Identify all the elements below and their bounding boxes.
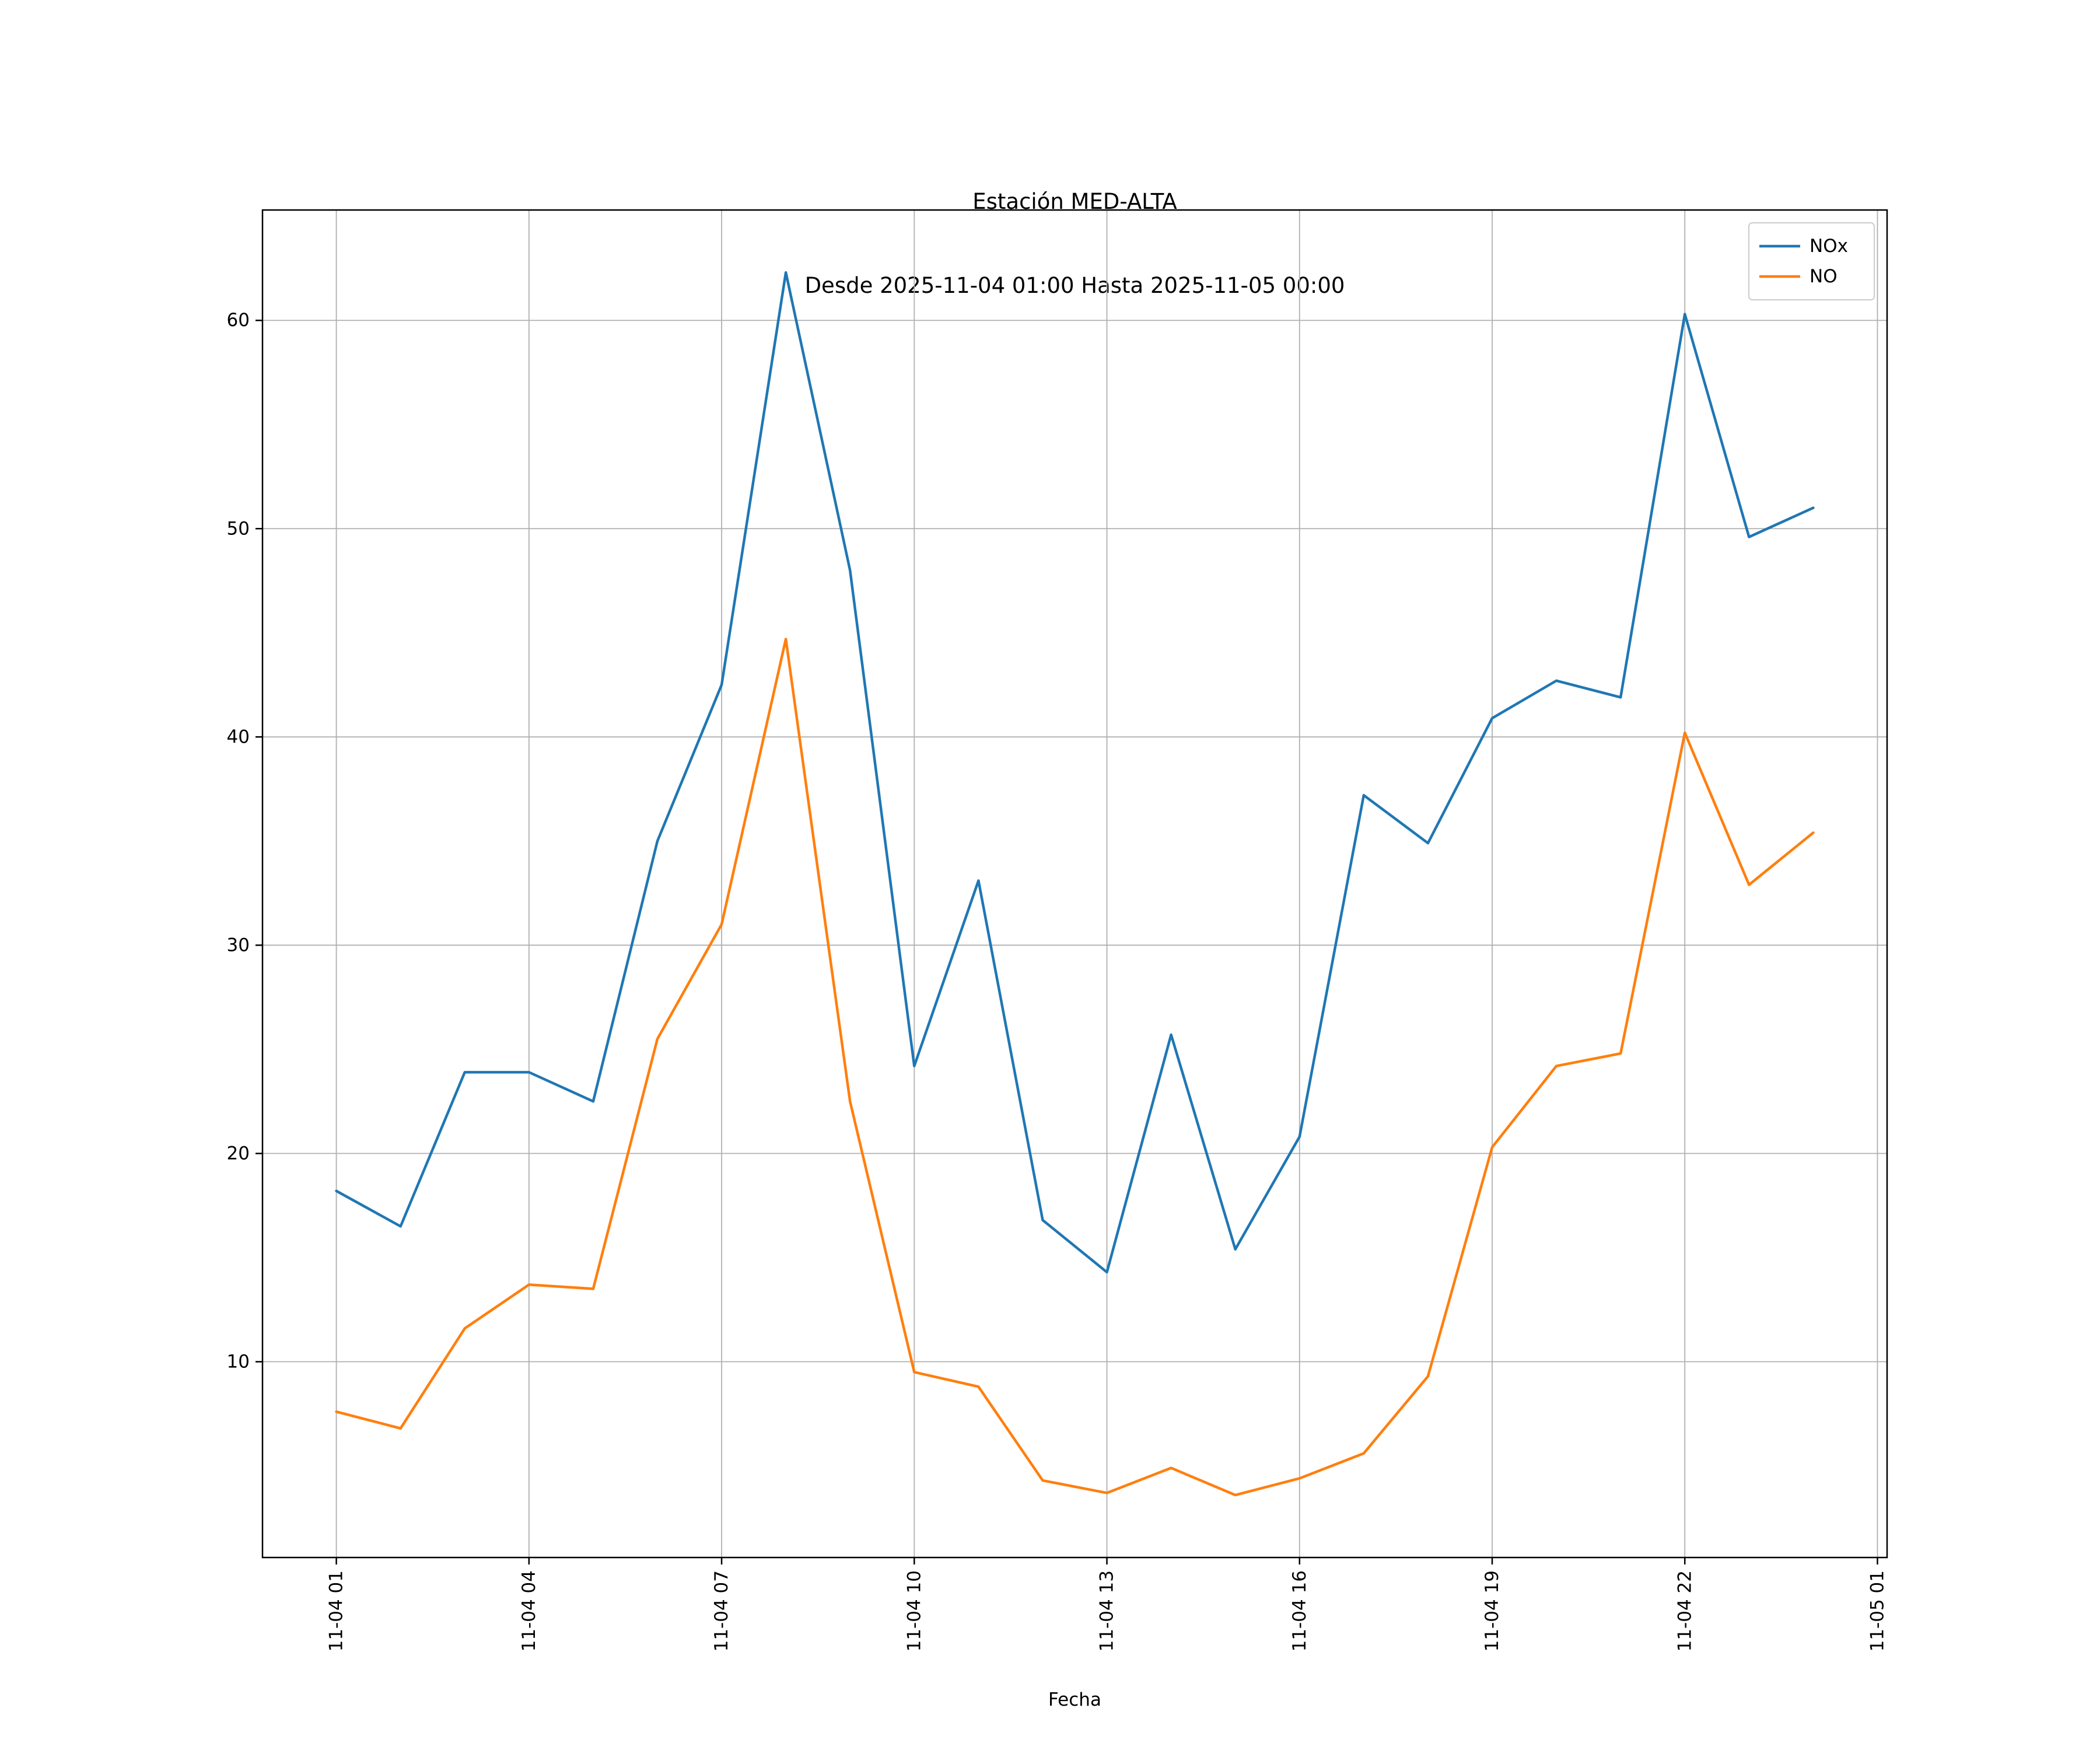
x-tick-label: 11-04 04 <box>519 1570 540 1651</box>
legend-box <box>1748 222 1875 300</box>
x-tick-label: 11-04 01 <box>326 1570 347 1651</box>
y-tick-label: 30 <box>227 935 250 956</box>
x-axis-label: Fecha <box>1048 1689 1101 1710</box>
x-tick-label: 11-04 10 <box>904 1570 925 1651</box>
chart-title-block: Estación MED-ALTA Desde 2025-11-04 01:00… <box>262 132 1887 356</box>
series-line-no <box>335 638 1815 1497</box>
y-tick-label: 60 <box>227 310 250 331</box>
plot-border <box>261 209 1888 1559</box>
x-tick-label: 11-04 07 <box>711 1570 732 1651</box>
chart-subtitle: Desde 2025-11-04 01:00 Hasta 2025-11-05 … <box>804 273 1345 298</box>
y-tick-label: 40 <box>227 726 250 747</box>
y-tick-label: 50 <box>227 518 250 539</box>
x-tick-label: 11-04 22 <box>1674 1570 1695 1651</box>
legend-label-nox: NOx <box>1810 236 1848 257</box>
x-tick-label: 11-05 01 <box>1867 1570 1888 1651</box>
x-tick-label: 11-04 13 <box>1097 1570 1118 1651</box>
y-tick-label: 20 <box>227 1143 250 1164</box>
legend-label-no: NO <box>1810 266 1838 287</box>
y-tick-label: 10 <box>227 1351 250 1372</box>
x-tick-label: 11-04 16 <box>1289 1570 1310 1651</box>
x-tick-label: 11-04 19 <box>1482 1570 1503 1651</box>
series-line-nox <box>335 271 1815 1274</box>
